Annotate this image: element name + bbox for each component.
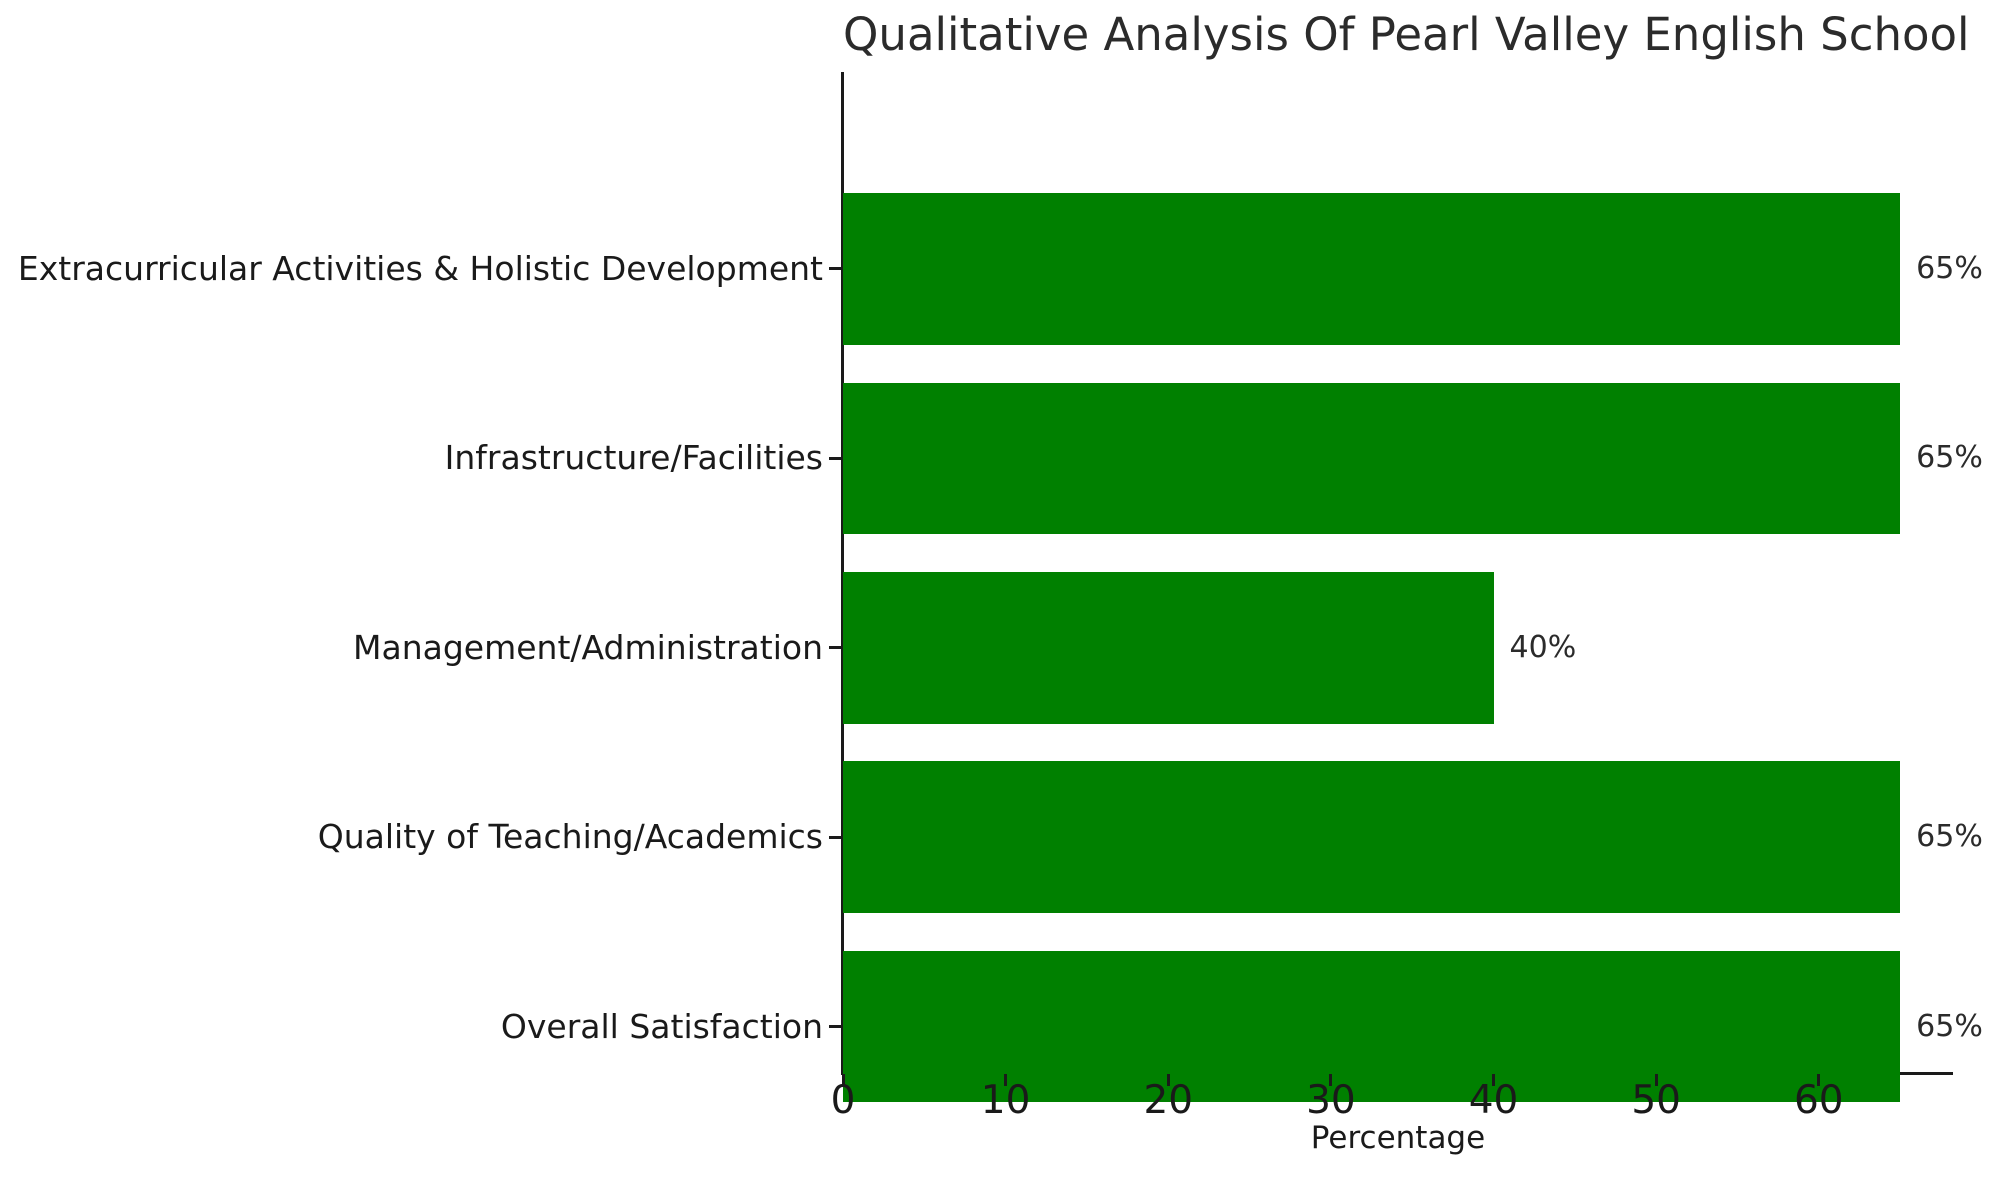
x-tick-label: 40: [1468, 1078, 1519, 1123]
x-tick-label: 60: [1793, 1078, 1844, 1123]
chart-title: Qualitative Analysis Of Pearl Valley Eng…: [843, 8, 1970, 61]
x-tick: [1329, 1074, 1333, 1086]
category-label: Infrastructure/Facilities: [444, 438, 823, 478]
x-tick-label: 0: [830, 1078, 856, 1123]
y-tick: [829, 1025, 842, 1029]
x-tick: [1004, 1074, 1008, 1086]
x-tick-label: 10: [980, 1078, 1031, 1123]
x-tick-label: 30: [1306, 1078, 1356, 1123]
x-tick-label: 50: [1631, 1078, 1681, 1123]
y-axis-line: [841, 72, 844, 1074]
bar: [843, 572, 1494, 724]
category-label: Extracurricular Activities & Holistic De…: [17, 248, 823, 288]
bar: [843, 761, 1901, 913]
y-tick: [829, 267, 842, 271]
x-tick: [1166, 1074, 1170, 1086]
plot-area: Extracurricular Activities & Holistic De…: [18, 72, 1983, 1123]
category-label: Management/Administration: [353, 627, 823, 667]
x-axis-title: Percentage: [1310, 1120, 1486, 1156]
x-tick: [1817, 1074, 1821, 1086]
category-label: Overall Satisfaction: [500, 1006, 823, 1046]
bar-value-label: 40%: [1509, 629, 1577, 665]
bar-value-label: 65%: [1916, 819, 1983, 855]
x-tick: [841, 1074, 845, 1086]
bar-value-label: 65%: [1916, 440, 1983, 476]
bar: [843, 382, 1901, 535]
category-label: Quality of Teaching/Academics: [317, 817, 823, 857]
bar-value-label: 65%: [1916, 250, 1983, 286]
y-tick: [829, 646, 842, 650]
x-tick: [1492, 1074, 1496, 1086]
bar: [843, 950, 1901, 1103]
x-tick-label: 20: [1143, 1078, 1194, 1123]
y-tick: [829, 835, 842, 839]
y-tick: [829, 456, 842, 460]
bar-value-label: 65%: [1916, 1008, 1983, 1044]
bar: [843, 193, 1901, 345]
x-tick: [1654, 1074, 1658, 1086]
